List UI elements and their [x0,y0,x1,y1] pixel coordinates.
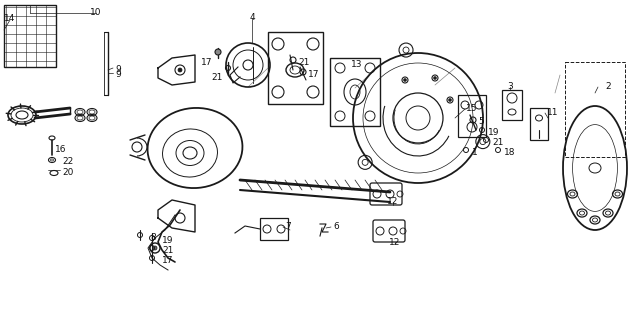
Bar [458,95,486,137]
Text: 18: 18 [504,148,516,157]
Text: 3: 3 [507,82,513,91]
Text: 17: 17 [201,58,212,67]
Text: 16: 16 [55,145,67,154]
Text: 10: 10 [90,8,102,17]
Text: 21: 21 [211,73,223,82]
Circle shape [404,79,406,81]
Text: 9: 9 [115,65,121,74]
Bar [330,58,380,126]
Text: 21: 21 [492,138,503,147]
Text: 19: 19 [488,128,499,137]
Circle shape [434,77,436,79]
Text: 12: 12 [389,238,401,247]
Circle shape [178,68,182,72]
Text: 17: 17 [162,256,174,265]
Bar [565,62,625,157]
Text: 13: 13 [351,60,363,69]
Text: 19: 19 [162,236,174,245]
Text: 15: 15 [466,104,477,113]
Text: 11: 11 [547,108,559,117]
Text: 12: 12 [387,197,399,206]
Circle shape [153,246,157,250]
Text: 20: 20 [62,168,74,177]
Circle shape [449,99,451,101]
Text: 21: 21 [298,58,309,67]
Text: 5: 5 [478,117,484,126]
Text: 8: 8 [150,233,156,242]
Bar [268,32,323,104]
Text: 2: 2 [605,82,611,91]
Bar [530,108,548,140]
Text: 1: 1 [472,148,478,157]
Text: 21: 21 [162,246,174,255]
Circle shape [215,49,221,55]
Bar [260,218,288,240]
Text: 17: 17 [308,70,320,79]
Text: 14: 14 [4,14,15,23]
Text: 9: 9 [115,70,121,79]
Bar [502,90,522,120]
Text: 7: 7 [285,222,291,231]
Text: 6: 6 [333,222,339,231]
Bar [4,5,56,67]
Text: 22: 22 [62,157,73,166]
Text: 4: 4 [249,13,255,22]
